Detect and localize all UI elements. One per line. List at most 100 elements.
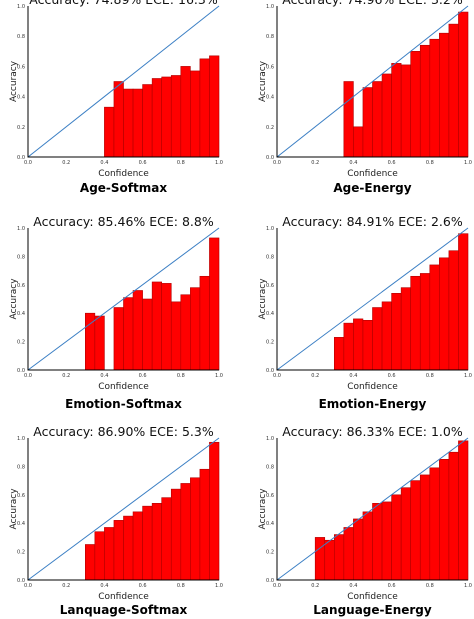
bar xyxy=(343,527,354,581)
y-tick-label: 0.6 xyxy=(17,493,25,499)
y-tick-label: 0.6 xyxy=(266,64,274,70)
bar xyxy=(104,527,115,581)
chart-panel: 0.0 0.2 0.4 0.6 0.8 1.0 0.0 0.2 0.4 0.6 0.8 1.0 Accu… xyxy=(258,424,472,617)
diagonal-line xyxy=(27,437,220,581)
bar xyxy=(429,264,440,371)
y-tick-label: 0.6 xyxy=(266,283,274,289)
bar xyxy=(209,237,220,371)
diagonal-line xyxy=(276,5,469,158)
bar xyxy=(113,520,124,581)
x-tick-label: 0.8 xyxy=(177,160,185,166)
x-tick-label: 0.4 xyxy=(100,160,108,166)
x-tick-label: 0.8 xyxy=(426,373,434,379)
y-tick-label: 1.0 xyxy=(266,226,274,232)
chart-caption: Age-Energy xyxy=(333,181,411,195)
x-tick-label: 0.0 xyxy=(273,583,281,589)
y-tick-label: 0.4 xyxy=(17,311,25,317)
bar xyxy=(123,515,134,581)
x-tick-label: 0.8 xyxy=(426,583,434,589)
bar xyxy=(429,467,440,581)
y-tick-label: 0.6 xyxy=(17,64,25,70)
bar xyxy=(372,81,383,158)
bar xyxy=(113,81,124,158)
x-tick-label: 0.8 xyxy=(177,583,185,589)
bar xyxy=(458,233,469,371)
bar xyxy=(199,58,210,158)
y-tick-label: 0.4 xyxy=(266,311,274,317)
x-tick-label: 0.0 xyxy=(273,160,281,166)
bar xyxy=(170,301,182,371)
bar xyxy=(381,301,392,371)
chart-title: Accuracy: 86.90% ECE: 5.3% xyxy=(33,424,214,439)
x-tick-label: 0.6 xyxy=(388,373,396,379)
chart-title: Accuracy: 74.96% ECE: 3.2% xyxy=(282,0,463,7)
bar xyxy=(419,474,431,581)
bar xyxy=(180,483,191,581)
chart-caption: Age-Softmax xyxy=(80,181,167,195)
bar xyxy=(190,287,201,371)
chart-caption: Lanquage-Softmax xyxy=(60,603,188,617)
bar xyxy=(324,539,335,581)
y-tick-label: 1.0 xyxy=(17,436,25,442)
y-tick-label: 0.8 xyxy=(17,34,25,40)
x-axis-label: Confidence xyxy=(347,592,398,602)
y-tick-label: 0.2 xyxy=(266,550,274,556)
bar xyxy=(458,440,469,581)
y-tick-label: 1.0 xyxy=(17,4,25,10)
x-tick-label: 0.2 xyxy=(311,373,319,379)
bar xyxy=(419,44,431,158)
x-tick-label: 1.0 xyxy=(464,160,472,166)
chart-panel: 0.0 0.2 0.4 0.6 0.8 1.0 0.0 0.2 0.4 0.6 0.8 1.0 Accu… xyxy=(9,214,223,411)
x-tick-label: 0.4 xyxy=(100,583,108,589)
y-tick-label: 0.2 xyxy=(266,340,274,346)
bar xyxy=(353,318,364,371)
x-tick-label: 0.0 xyxy=(24,583,32,589)
bar xyxy=(333,337,345,371)
y-tick-label: 0.8 xyxy=(266,34,274,40)
y-axis-label: Accuracy xyxy=(258,60,268,102)
bar xyxy=(180,294,191,371)
x-tick-label: 0.6 xyxy=(139,373,147,379)
bar xyxy=(151,503,162,581)
x-axis-label: Confidence xyxy=(347,169,398,179)
x-axis-label: Confidence xyxy=(98,382,149,392)
bar xyxy=(132,511,143,581)
x-tick-label: 0.6 xyxy=(139,160,147,166)
y-tick-label: 0.4 xyxy=(17,95,25,101)
bar xyxy=(190,70,201,158)
bar xyxy=(391,494,402,581)
bar xyxy=(381,501,392,581)
diagonal-line xyxy=(27,5,220,158)
bar xyxy=(333,534,345,581)
y-tick-label: 0.2 xyxy=(17,125,25,131)
bar xyxy=(400,287,411,371)
bar xyxy=(419,273,431,371)
bar xyxy=(362,511,373,581)
x-tick-label: 1.0 xyxy=(464,373,472,379)
bar xyxy=(113,307,124,371)
bar xyxy=(132,290,143,371)
bar xyxy=(458,11,469,158)
bar xyxy=(448,250,459,371)
y-tick-label: 1.0 xyxy=(266,436,274,442)
bar xyxy=(372,307,383,371)
y-axis-label: Accuracy xyxy=(9,60,19,102)
x-tick-label: 0.8 xyxy=(426,160,434,166)
bar xyxy=(439,257,450,371)
x-axis-label: Confidence xyxy=(98,169,149,179)
diagonal-line xyxy=(276,227,469,371)
y-tick-label: 0.0 xyxy=(17,368,25,374)
x-tick-label: 0.4 xyxy=(349,583,357,589)
y-tick-label: 0.2 xyxy=(266,125,274,131)
axes xyxy=(276,438,468,581)
y-tick-label: 0.4 xyxy=(266,95,274,101)
bar xyxy=(142,298,153,371)
bar xyxy=(161,497,172,581)
axes xyxy=(276,6,468,158)
x-tick-label: 0.2 xyxy=(62,160,70,166)
bar xyxy=(439,458,450,581)
y-tick-label: 0.8 xyxy=(266,254,274,260)
bar xyxy=(190,477,201,581)
bar xyxy=(400,64,411,158)
